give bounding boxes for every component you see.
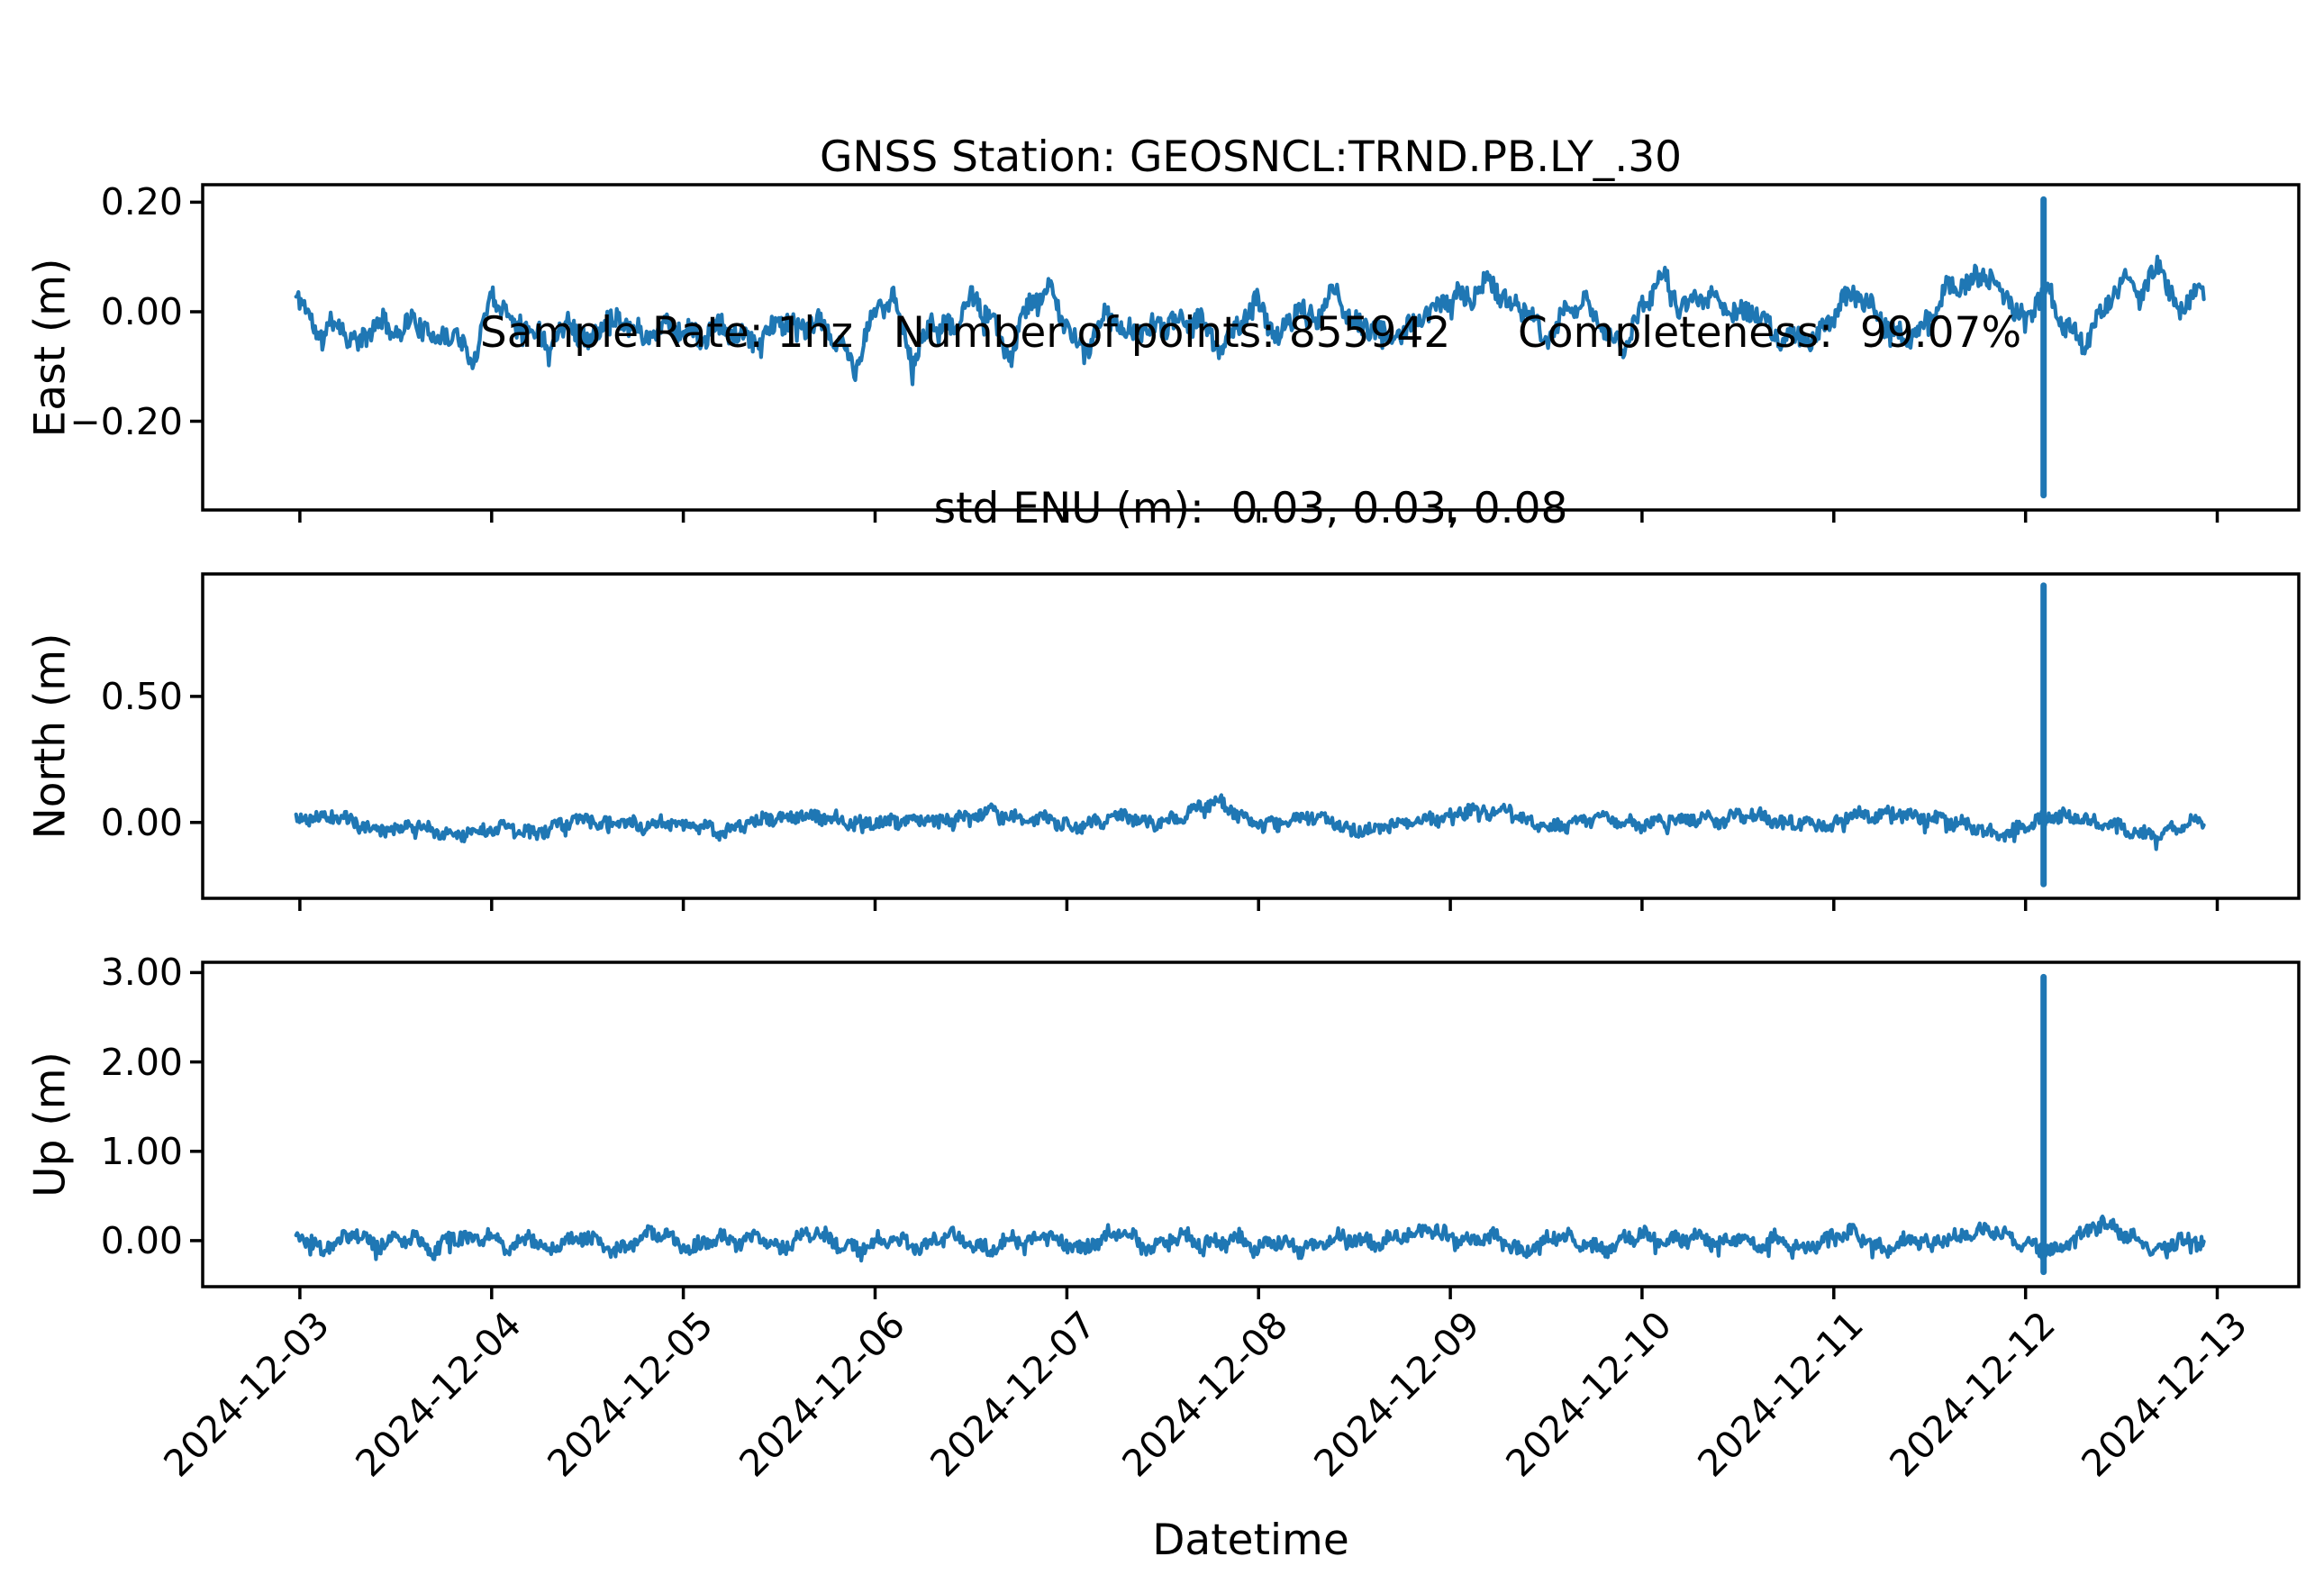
- y-tick-label: 0.00: [100, 289, 183, 333]
- y-tick-label: 1.00: [100, 1129, 183, 1173]
- y-tick-label: 0.00: [100, 1218, 183, 1262]
- chart-title-line1: GNSS Station: GEOSNCL:TRND.PB.LY_.30: [819, 132, 1683, 182]
- y-tick-label: 0.50: [100, 674, 183, 718]
- chart-title-line3: std ENU (m): 0.03, 0.03, 0.08: [933, 484, 1568, 533]
- y-axis-label-north: North (m): [25, 633, 76, 840]
- y-tick-label: 2.00: [100, 1040, 183, 1084]
- x-axis-label: Datetime: [1152, 1516, 1349, 1565]
- y-tick-label: 3.00: [100, 951, 183, 995]
- y-tick-label: −0.20: [69, 399, 183, 443]
- y-tick-label: 0.00: [100, 800, 183, 844]
- y-tick-label: 0.20: [100, 180, 183, 224]
- y-axis-label-east: East (m): [25, 258, 76, 437]
- chart-title: GNSS Station: GEOSNCL:TRND.PB.LY_.30 Sam…: [203, 11, 2299, 655]
- chart-title-line2: Sample Rate: 1hz Number of points: 85594…: [479, 308, 2022, 358]
- y-axis-label-up: Up (m): [25, 1052, 76, 1197]
